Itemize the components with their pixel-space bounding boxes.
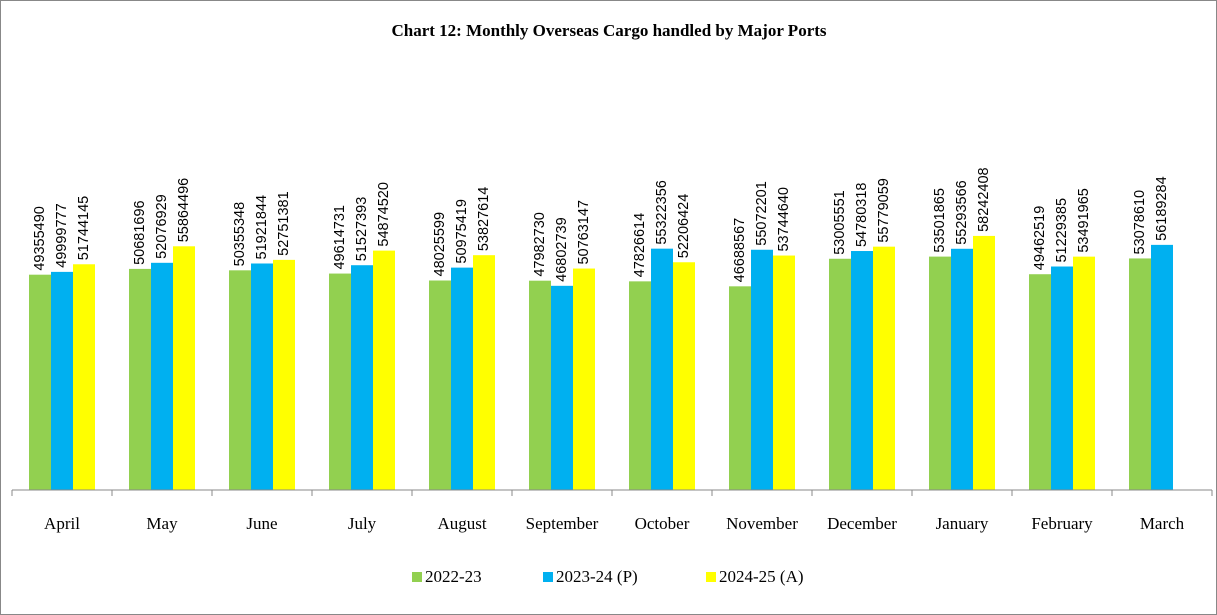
data-label: 56189284 [1154,176,1170,241]
bar [551,285,573,490]
bar [129,268,151,490]
x-tick-label: November [726,514,798,533]
legend-label: 2024-25 (A) [719,567,804,586]
data-label: 52076929 [154,194,170,259]
bar [751,249,773,490]
bar [773,255,795,490]
data-label: 54780318 [854,183,870,248]
data-label: 46688567 [732,218,748,283]
bar [29,274,51,490]
legend-swatch [706,572,716,582]
data-label: 51527393 [354,197,370,262]
data-label: 58242408 [976,167,992,232]
data-label: 52751381 [276,191,292,256]
bar [1029,274,1051,490]
bar [573,268,595,490]
legend-swatch [543,572,553,582]
data-label: 47982730 [532,212,548,277]
data-label: 51921844 [254,195,270,260]
data-label: 55864496 [176,178,192,243]
chart-title: Chart 12: Monthly Overseas Cargo handled… [391,21,826,40]
bar [229,270,251,490]
data-label: 49355490 [32,206,48,271]
bar [673,262,695,490]
bar [873,246,895,490]
data-label: 55293566 [954,180,970,245]
data-label: 50681696 [132,200,148,265]
data-label: 53744640 [776,187,792,252]
data-label: 55072201 [754,181,770,246]
bar [929,256,951,490]
bar [73,264,95,490]
bar [151,262,173,490]
data-label: 48025599 [432,212,448,277]
bar [451,267,473,490]
bar [851,251,873,490]
data-label: 53491965 [1076,188,1092,253]
x-tick-label: April [44,514,80,533]
x-tick-label: June [246,514,277,533]
x-tick-label: March [1140,514,1185,533]
data-label: 47826614 [632,213,648,278]
data-label: 49462519 [1032,206,1048,271]
bar [651,248,673,490]
bar [473,255,495,490]
data-label: 53827614 [476,187,492,252]
x-tick-label: May [146,514,178,533]
bar [729,286,751,490]
bar [351,265,373,490]
data-label: 51229385 [1054,198,1070,263]
bar [173,246,195,490]
bar [951,248,973,490]
bar [51,271,73,490]
data-label: 53005551 [832,190,848,255]
bar [429,280,451,490]
data-label: 51744145 [76,196,92,261]
bar [973,235,995,490]
data-label: 53078610 [1132,190,1148,255]
data-label: 50763147 [576,200,592,265]
data-label: 49614731 [332,205,348,270]
bar [251,263,273,490]
data-label: 55322356 [654,180,670,245]
x-tick-label: August [437,514,486,533]
x-tick-label: October [635,514,690,533]
bar [1051,266,1073,490]
x-tick-label: January [936,514,989,533]
bar [1151,244,1173,490]
data-label: 50355348 [232,202,248,267]
data-label: 52206424 [676,194,692,259]
bar [629,281,651,490]
data-label: 53501865 [932,188,948,253]
data-label: 50975419 [454,199,470,264]
legend-label: 2022-23 [425,567,482,586]
x-tick-label: September [526,514,599,533]
bar [273,259,295,490]
x-tick-label: July [348,514,377,533]
bar [529,280,551,490]
data-label: 49999777 [54,203,70,268]
data-label: 46802739 [554,217,570,282]
legend-swatch [412,572,422,582]
bar [373,250,395,490]
legend-label: 2023-24 (P) [556,567,638,586]
bar [329,273,351,490]
x-tick-label: February [1031,514,1093,533]
x-tick-label: December [827,514,897,533]
bar [829,258,851,490]
data-label: 55779059 [876,178,892,243]
bar [1129,258,1151,490]
bar [1073,256,1095,490]
data-label: 54874520 [376,182,392,247]
